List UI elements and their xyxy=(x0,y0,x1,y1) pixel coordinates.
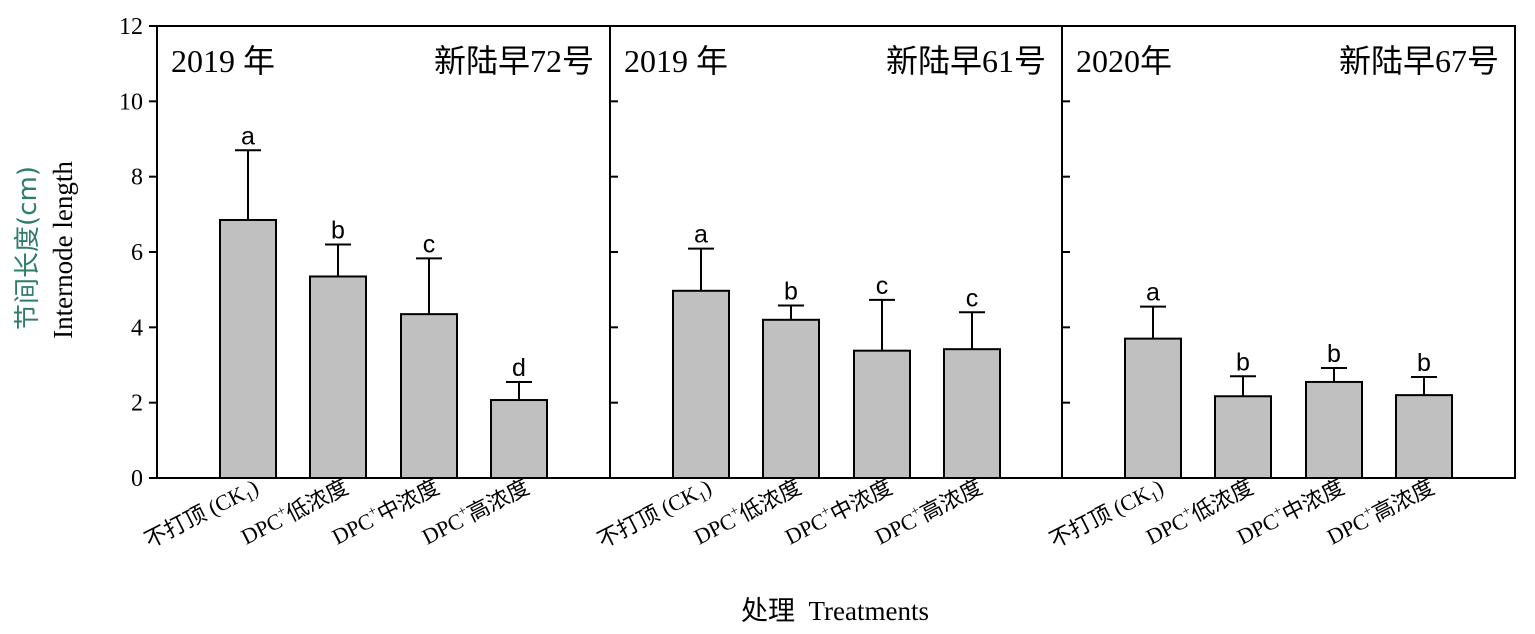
y-axis: 0 2 4 6 8 10 12 xyxy=(119,14,1070,492)
x-axis-label: 处理 Treatments xyxy=(741,596,929,626)
bar xyxy=(1124,337,1182,479)
panel-year: 2019 年 xyxy=(171,43,275,79)
bar xyxy=(1305,380,1363,480)
bar xyxy=(853,349,911,480)
significance-letter: c xyxy=(966,284,979,312)
y-tick-label: 0 xyxy=(131,466,143,492)
bar xyxy=(400,313,458,479)
y-tick-label: 6 xyxy=(131,240,143,266)
bar xyxy=(1395,394,1453,479)
y-tick-label: 12 xyxy=(119,14,143,40)
significance-letter: a xyxy=(241,122,255,150)
panel-year: 2019 年 xyxy=(624,43,728,79)
bar xyxy=(1214,395,1272,479)
significance-letter: a xyxy=(694,221,708,249)
bar xyxy=(309,275,367,479)
bar xyxy=(943,348,1001,479)
significance-letter: b xyxy=(1417,349,1431,377)
panels-layer: 2019 年新陆早72号a不打顶 (CK1)bDPC+低浓度cDPC+中浓度dD… xyxy=(140,25,1516,553)
bar xyxy=(672,289,730,479)
panel-2: 2019 年新陆早61号a不打顶 (CK1)bDPC+低浓度cDPC+中浓度cD… xyxy=(593,43,1046,553)
significance-letter: c xyxy=(423,230,436,258)
bar xyxy=(490,399,548,479)
significance-letter: c xyxy=(876,272,889,300)
significance-letter: b xyxy=(1236,348,1250,376)
panel-variety: 新陆早61号 xyxy=(886,43,1046,79)
y-tick-label: 10 xyxy=(119,89,143,115)
panel-variety: 新陆早72号 xyxy=(434,43,594,79)
y-tick-label: 8 xyxy=(131,165,143,191)
significance-letter: b xyxy=(1327,340,1341,368)
significance-letter: b xyxy=(331,216,345,244)
y-tick-label: 4 xyxy=(131,315,143,341)
panel-year: 2020年 xyxy=(1076,43,1172,79)
y-axis-label-english: Internode length xyxy=(48,161,78,339)
bar xyxy=(762,318,820,479)
bar xyxy=(219,218,277,479)
significance-letter: b xyxy=(784,277,798,305)
significance-letter: a xyxy=(1146,279,1160,307)
panel-1: 2019 年新陆早72号a不打顶 (CK1)bDPC+低浓度cDPC+中浓度dD… xyxy=(140,43,594,553)
significance-letter: d xyxy=(512,354,526,382)
y-tick-label: 2 xyxy=(131,391,143,417)
y-axis-label-chinese: 节间长度(cm) xyxy=(13,166,43,330)
panel-variety: 新陆早67号 xyxy=(1339,43,1499,79)
